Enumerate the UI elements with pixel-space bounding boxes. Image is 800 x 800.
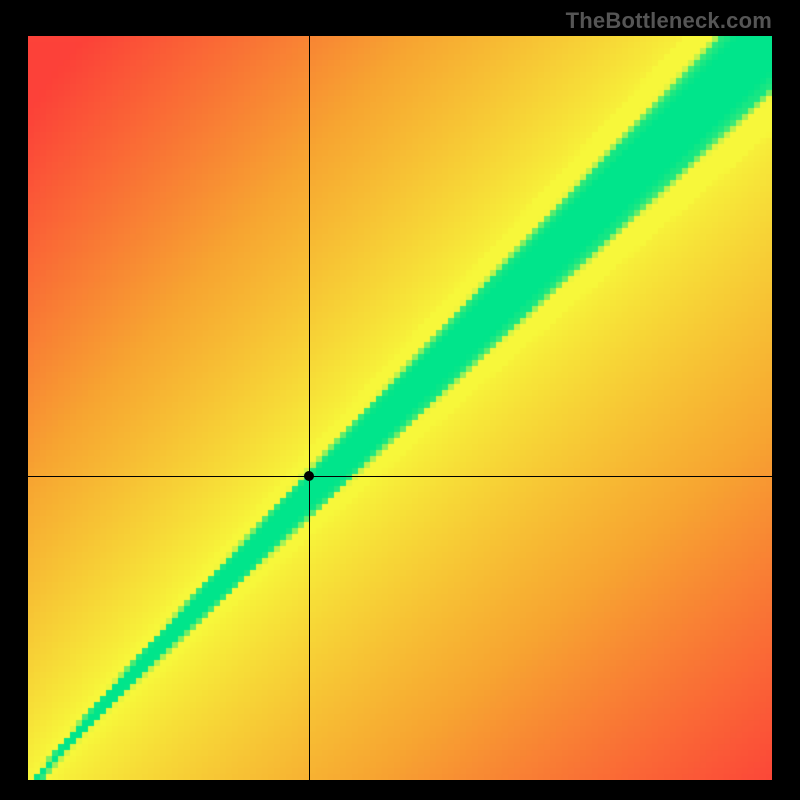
crosshair-vertical [309,36,310,780]
plot-area [28,36,772,780]
crosshair-marker [304,471,314,481]
heatmap-canvas [28,36,772,780]
crosshair-horizontal [28,476,772,477]
chart-container: TheBottleneck.com [0,0,800,800]
watermark-text: TheBottleneck.com [566,8,772,34]
